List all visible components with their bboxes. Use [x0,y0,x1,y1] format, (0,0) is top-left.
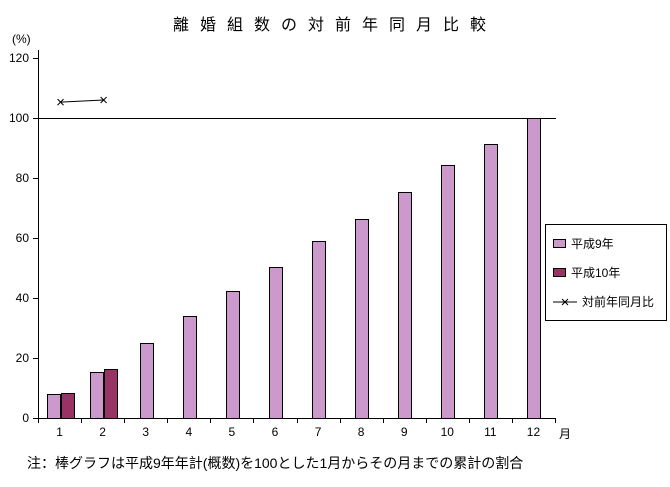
legend-label-heisei10: 平成10年 [571,266,621,280]
bar-heisei9-month-10 [441,164,456,418]
legend-item-heisei9: 平成9年 [553,235,659,252]
x-tick-label: 12 [526,425,541,439]
y-tick-label: 40 [15,291,29,305]
chart-title: 離婚組数の対前年同月比較 [172,17,497,34]
x-tick-label: 8 [357,425,365,439]
yoy-x-marker [100,96,107,104]
x-tick-label: 5 [228,425,236,439]
x-tick-mark [511,418,513,423]
x-tick-label: 9 [400,425,408,439]
x-tick-mark [555,418,556,423]
footnote: 注：棒グラフは平成9年年計(概数)を100とした1月からその月までの累計の割合 [27,455,524,471]
x-tick-mark [339,418,341,423]
y-tick-mark [33,298,38,299]
y-tick-label: 20 [15,351,29,365]
x-tick-mark [38,418,39,423]
bar-heisei9-month-4 [182,316,197,418]
y-tick-mark [33,358,38,359]
bar-heisei9-month-11 [484,143,499,418]
x-tick-label: 3 [142,425,150,439]
x-tick-label: 10 [440,425,454,439]
y-tick-label: 100 [8,111,29,125]
x-tick-label: 1 [56,425,63,439]
y-axis: 0 20 40 60 80 100 120 [0,50,38,425]
yoy-trend-line [60,99,104,103]
legend-label-heisei9: 平成9年 [571,237,614,251]
bar-heisei9-month-8 [355,218,370,418]
y-tick-label: 60 [15,231,29,245]
bar-heisei9-month-1 [46,394,61,418]
x-tick-label: 7 [314,425,322,439]
x-tick-mark [425,418,427,423]
legend-swatch-heisei9 [553,239,566,248]
reference-line-100 [39,118,556,119]
bar-heisei10-month-2 [103,369,118,418]
legend-item-heisei10: 平成10年 [553,264,659,281]
plot-area [38,50,556,419]
x-axis-unit-label: 月 [559,427,572,441]
x-tick-mark [382,418,384,423]
x-tick-mark [253,418,255,423]
x-tick-label: 4 [185,425,193,439]
x-tick-mark [167,418,169,423]
legend-item-yoy-line: 対前年同月比 [553,293,659,310]
legend: 平成9年 平成10年 対前年同月比 [545,224,667,321]
x-axis-tick-marks [38,418,556,423]
x-tick-label: 2 [99,425,106,439]
bar-heisei9-month-9 [398,191,413,418]
y-tick-mark [33,58,38,59]
y-axis-unit-label: (%) [12,32,31,46]
bar-heisei9-month-2 [89,371,104,418]
y-tick-mark [33,418,38,419]
x-tick-mark [210,418,212,423]
bar-heisei10-month-1 [60,393,75,418]
x-tick-mark [468,418,470,423]
bar-heisei9-month-7 [312,241,327,418]
x-tick-label: 6 [271,425,279,439]
x-tick-mark [124,418,126,423]
legend-label-yoy-line: 対前年同月比 [582,295,655,309]
bar-heisei9-month-5 [225,290,240,418]
y-tick-mark [33,178,38,179]
x-tick-mark [296,418,298,423]
x-tick-label: 11 [484,425,497,439]
y-tick-label: 80 [15,171,29,185]
bar-heisei9-month-3 [139,343,154,418]
yoy-x-marker [57,98,64,106]
x-axis: 1 2 3 4 5 6 7 8 9 10 11 12 [38,425,555,441]
y-tick-label: 0 [22,411,29,425]
bar-heisei9-month-12 [527,118,542,418]
y-tick-mark [33,238,38,239]
legend-line-x-marker-icon [553,298,577,305]
y-tick-mark [33,118,38,119]
y-tick-label: 120 [8,51,29,65]
bar-heisei9-month-6 [268,266,283,418]
x-tick-mark [81,418,83,423]
legend-swatch-heisei10 [553,268,566,277]
line-series-layer [57,96,107,106]
